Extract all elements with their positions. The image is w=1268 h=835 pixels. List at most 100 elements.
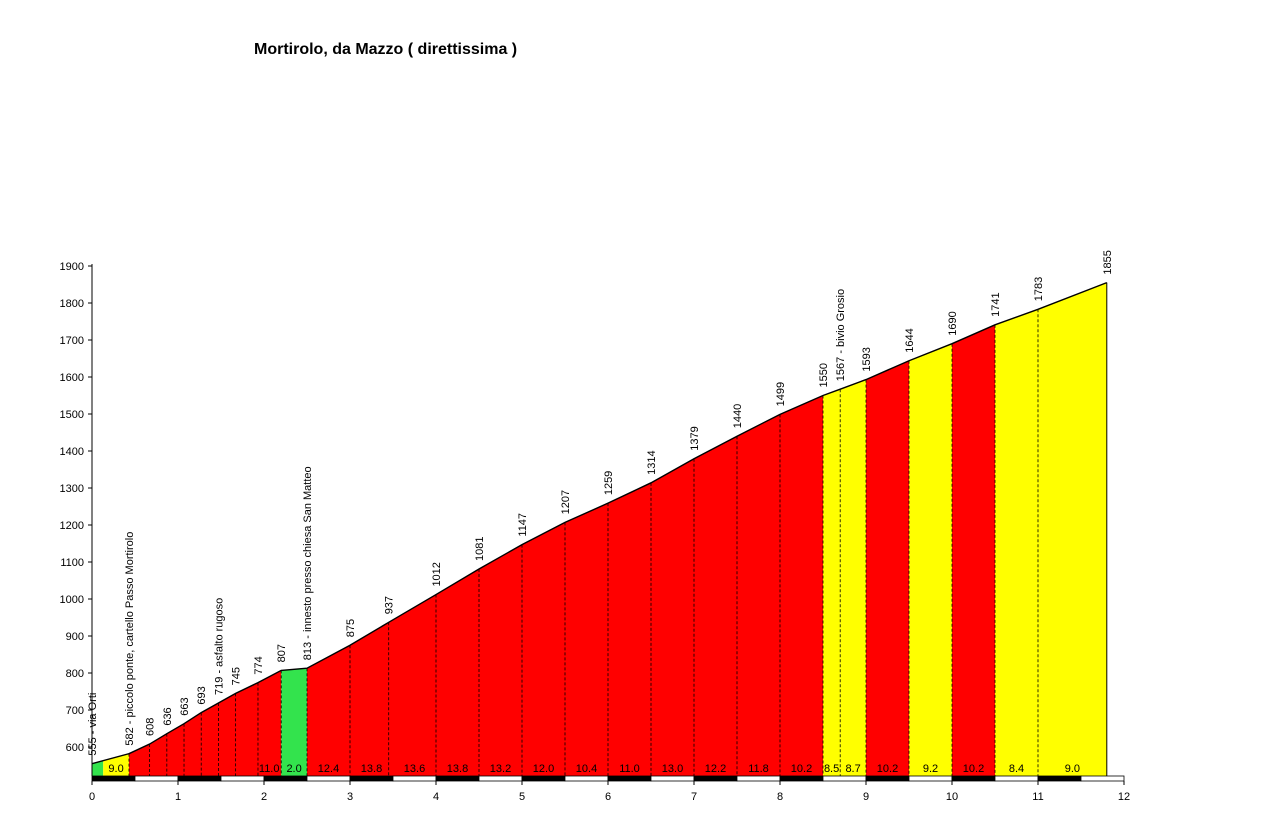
y-tick-label: 1400 [60, 446, 84, 458]
y-tick-label: 1200 [60, 520, 84, 532]
x-tick-label: 7 [691, 791, 697, 803]
elevation-label: 1855 [1102, 250, 1114, 274]
y-tick-label: 1000 [60, 594, 84, 606]
elevation-label: 1012 [431, 562, 443, 586]
segment-gradient-label: 11.0 [259, 763, 280, 775]
y-tick-label: 1800 [60, 298, 84, 310]
elevation-label: 1690 [947, 311, 959, 335]
segment-gradient-label: 9.2 [923, 763, 938, 775]
segment-area-6 [393, 594, 436, 776]
elevation-label: 1550 [818, 363, 830, 387]
segment-gradient-label: 13.6 [404, 763, 425, 775]
elevation-label: 1314 [646, 450, 658, 474]
segment-gradient-label: 11.0 [619, 763, 640, 775]
distance-band [865, 775, 910, 782]
y-tick-label: 1600 [60, 372, 84, 384]
segment-area-14 [737, 414, 780, 776]
y-tick-label: 1100 [60, 557, 84, 569]
segment-gradient-label: 2.0 [286, 763, 301, 775]
segment-gradient-label: 11.8 [748, 763, 769, 775]
segment-gradient-label: 10.2 [963, 763, 984, 775]
distance-band [392, 775, 437, 782]
distance-band [951, 775, 996, 782]
x-tick-label: 12 [1118, 791, 1130, 803]
segment-gradient-label: 8.4 [1009, 763, 1024, 775]
x-tick-label: 10 [946, 791, 958, 803]
segment-gradient-label: 12.0 [533, 763, 554, 775]
segment-gradient-label: 13.0 [662, 763, 683, 775]
elevation-label: 1644 [904, 328, 916, 352]
elevation-label: 582 - piccolo ponte, cartello Passo Mort… [124, 532, 136, 746]
x-tick-label: 8 [777, 791, 783, 803]
segment-gradient-label: 10.4 [576, 763, 597, 775]
x-tick-label: 2 [261, 791, 267, 803]
elevation-label: 774 [253, 656, 265, 674]
elevation-label: 1207 [560, 490, 572, 514]
distance-band [693, 775, 738, 782]
elevation-label: 807 [276, 644, 288, 662]
distance-band [435, 775, 480, 782]
distance-band [822, 775, 867, 782]
segment-area-21 [995, 309, 1038, 776]
elevation-label: 1593 [861, 347, 873, 371]
distance-band [650, 775, 695, 782]
distance-band [1080, 775, 1125, 782]
segment-area-9 [522, 522, 565, 776]
y-tick-label: 900 [66, 631, 84, 643]
profile-line [91, 281, 1108, 765]
elevation-label: 719 - asfalto rugoso [213, 598, 225, 695]
x-tick-label: 11 [1032, 791, 1043, 803]
elevation-label: 1259 [603, 471, 615, 495]
segment-area-20 [952, 324, 995, 776]
elevation-label: 1379 [689, 426, 701, 450]
elevation-label: 555 - via Orti [87, 693, 99, 756]
segment-gradient-label: 13.2 [490, 763, 511, 775]
distance-band [564, 775, 609, 782]
y-tick-label: 1700 [60, 335, 84, 347]
segment-area-19 [909, 343, 952, 776]
y-tick-label: 1300 [60, 483, 84, 495]
distance-band [91, 775, 136, 782]
elevation-label: 937 [384, 596, 396, 614]
segment-area-18 [866, 360, 909, 776]
distance-band [994, 775, 1039, 782]
segment-area-15 [780, 395, 823, 776]
x-tick-label: 5 [519, 791, 525, 803]
y-tick-label: 800 [66, 668, 84, 680]
segment-area-13 [694, 436, 737, 776]
segment-area-7 [436, 569, 479, 776]
elevation-label: 1147 [517, 513, 529, 537]
elevation-label: 636 [162, 707, 174, 725]
segment-gradient-label: 9.0 [1065, 763, 1080, 775]
elevation-label: 1081 [474, 537, 486, 561]
segment-area-8 [479, 544, 522, 776]
x-tick-label: 3 [347, 791, 353, 803]
distance-band [521, 775, 566, 782]
distance-band [908, 775, 953, 782]
y-tick-label: 700 [66, 705, 84, 717]
elevation-label: 1741 [990, 292, 1002, 316]
segment-area-16 [823, 389, 841, 776]
distance-band [134, 775, 179, 782]
elevation-label: 875 [345, 619, 357, 637]
distance-band [349, 775, 394, 782]
x-tick-label: 1 [175, 791, 181, 803]
elevation-label: 813 - innesto presso chiesa San Matteo [302, 466, 314, 660]
x-tick-label: 6 [605, 791, 611, 803]
distance-band [220, 775, 265, 782]
segment-area-17 [840, 379, 866, 776]
y-tick-label: 1900 [60, 261, 84, 273]
segment-gradient-label: 9.0 [108, 763, 123, 775]
segment-gradient-label: 10.2 [791, 763, 812, 775]
segment-area-22 [1038, 282, 1107, 776]
segment-area-10 [565, 503, 608, 776]
segment-gradient-label: 8.7 [845, 763, 860, 775]
distance-band [1037, 775, 1082, 782]
y-tick-label: 1500 [60, 409, 84, 421]
elevation-label: 1499 [775, 382, 787, 406]
segment-area-11 [608, 482, 651, 776]
segment-gradient-label: 12.4 [318, 763, 339, 775]
elevation-label: 663 [179, 697, 191, 715]
segment-area-5 [350, 619, 393, 776]
